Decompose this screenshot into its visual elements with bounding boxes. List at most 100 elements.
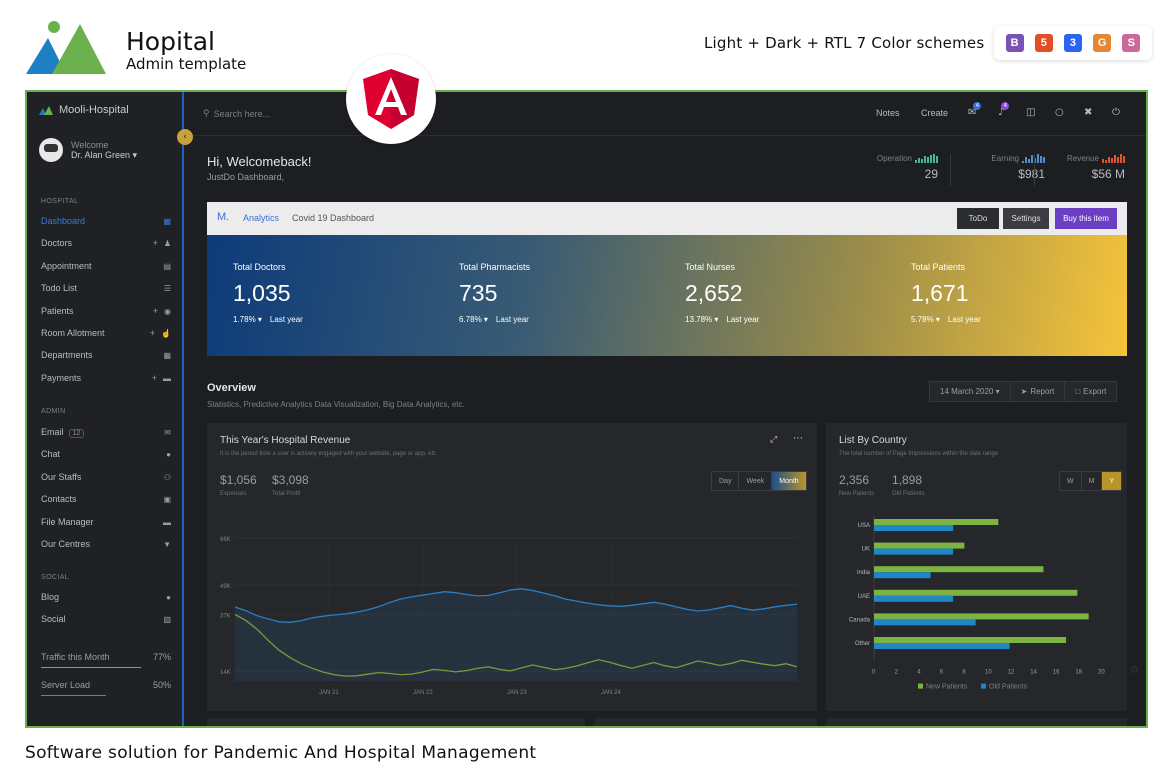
power-icon[interactable]: ⏻ bbox=[1112, 107, 1120, 118]
sidebar-item-text: Chat bbox=[41, 449, 61, 460]
x-tick-label: 8 bbox=[962, 670, 966, 676]
sidebar-item-icons: ▼ bbox=[163, 539, 171, 549]
range-week-button[interactable]: Week bbox=[739, 472, 773, 490]
sidebar-item-text: Payments bbox=[41, 372, 82, 383]
sidebar-item-social[interactable]: Social ▨ bbox=[41, 611, 171, 627]
create-link[interactable]: Create bbox=[921, 108, 949, 118]
kpi-label-row: Revenue bbox=[1067, 154, 1125, 163]
sidebar-item-icons: + ♟ bbox=[153, 238, 171, 248]
user-name[interactable]: Dr. Alan Green ▾ bbox=[71, 149, 138, 160]
sidebar-item-doctors[interactable]: Doctors + ♟ bbox=[41, 235, 171, 251]
sidebar-item-text: Appointment bbox=[41, 260, 92, 271]
sidebar-item-room-allotment[interactable]: Room Allotment + ☝ bbox=[41, 325, 171, 341]
sidebar-item-text: Social bbox=[41, 614, 66, 625]
range-w-button[interactable]: W bbox=[1060, 472, 1082, 490]
sidebar-item-file-manager[interactable]: File Manager ▬ bbox=[41, 514, 171, 530]
sidebar-item-our-staffs[interactable]: Our Staffs ⚇ bbox=[41, 469, 171, 485]
fullscreen-icon[interactable]: ✖ bbox=[1084, 107, 1093, 118]
legend-label: Old Patients bbox=[989, 684, 1028, 691]
y-tick-label: 14K bbox=[220, 670, 231, 676]
sidebar-item-icons: ▨ bbox=[163, 614, 171, 624]
plus-icon[interactable]: + bbox=[152, 238, 158, 249]
users-icon: ⚇ bbox=[163, 472, 171, 482]
css3-icon: 3 bbox=[1063, 34, 1082, 52]
total-change[interactable]: 5.78% ▾ bbox=[911, 315, 940, 324]
total-change-row: 5.78% ▾ Last year bbox=[911, 315, 981, 324]
expand-icon[interactable]: ⤢ bbox=[770, 435, 778, 445]
total-change[interactable]: 1.78% ▾ bbox=[233, 315, 262, 324]
sidebar-item-email[interactable]: Email 12 ✉ bbox=[41, 424, 171, 440]
old-patients-value: 1,898 bbox=[892, 473, 923, 487]
kpi-divider bbox=[1034, 154, 1035, 186]
sidebar-item-text: Our Centres bbox=[41, 539, 91, 549]
spark-bar bbox=[1034, 158, 1036, 163]
spark-bar bbox=[1114, 155, 1116, 163]
revenue-card-title: This Year's Hospital Revenue bbox=[220, 435, 351, 446]
range-m-button[interactable]: M bbox=[1082, 472, 1103, 490]
sidebar-item-label: File Manager bbox=[41, 517, 94, 527]
kpi-earning: Earning $981 bbox=[991, 154, 1045, 181]
total-label: Total Nurses bbox=[685, 262, 736, 272]
sidebar-item-icons: ▦ bbox=[163, 350, 171, 360]
date-picker-button[interactable]: 14 March 2020 ▾ bbox=[930, 382, 1011, 401]
tab-covid-dashboard[interactable]: Covid 19 Dashboard bbox=[292, 213, 375, 223]
x-tick-label: 2 bbox=[895, 670, 899, 676]
buy-item-button[interactable]: Buy this item bbox=[1055, 208, 1117, 229]
spark-bar bbox=[1108, 157, 1110, 163]
sidebar-brand[interactable]: Mooli-Hospital bbox=[39, 104, 129, 116]
globe-icon: ● bbox=[166, 593, 171, 602]
chat-icon: ● bbox=[166, 450, 171, 460]
bell-icon[interactable]: ♪ 4 bbox=[998, 102, 1010, 118]
spark-bar bbox=[927, 157, 929, 163]
range-day-button[interactable]: Day bbox=[712, 472, 740, 490]
tab-analytics[interactable]: Analytics bbox=[243, 213, 280, 223]
sidebar-item-payments[interactable]: Payments + ▬ bbox=[41, 370, 171, 386]
total-change[interactable]: 6.78% ▾ bbox=[459, 315, 488, 324]
mail-icon[interactable]: ✉ 4 bbox=[968, 102, 982, 118]
total-value: 2,652 bbox=[685, 280, 743, 306]
export-button[interactable]: □ Export bbox=[1065, 382, 1116, 401]
chat-bubble-icon[interactable]: ○ bbox=[1055, 107, 1064, 118]
revenue-line-chart: 68K 49K 37K 14K JAN 21 JAN 22 JAN 23 JAN 24 bbox=[220, 537, 798, 696]
translate-icon[interactable]: ◫ bbox=[1026, 107, 1036, 118]
y-tick-label: 49K bbox=[220, 584, 231, 590]
sidebar-item-badge: 12 bbox=[68, 428, 85, 438]
range-month-button[interactable]: Month bbox=[772, 472, 806, 490]
promo-footer-text: Software solution for Pandemic And Hospi… bbox=[25, 743, 537, 763]
range-y-button[interactable]: Y bbox=[1102, 472, 1122, 490]
sidebar-item-blog[interactable]: Blog ● bbox=[41, 589, 171, 605]
sidebar-item-text: Dashboard bbox=[41, 216, 86, 226]
report-button[interactable]: ➤ Report bbox=[1011, 382, 1066, 401]
export-label: Export bbox=[1083, 387, 1107, 396]
section-social: SOCIAL bbox=[41, 574, 70, 581]
sidebar-item-our-centres[interactable]: Our Centres ▼ bbox=[41, 536, 171, 552]
sidebar-item-appointment[interactable]: Appointment ▤ bbox=[41, 258, 171, 274]
sidebar-item-dashboard[interactable]: Dashboard ▦ bbox=[41, 213, 171, 229]
sidebar-user[interactable]: Welcome Dr. Alan Green ▾ bbox=[39, 138, 137, 162]
stat-label: Traffic this Month bbox=[41, 652, 110, 662]
todo-button[interactable]: ToDo bbox=[957, 208, 999, 229]
sidebar-item-label: Room Allotment bbox=[41, 328, 105, 338]
x-tick-label: 14 bbox=[1030, 670, 1037, 676]
section-hospital: HOSPITAL bbox=[41, 198, 79, 205]
total-change[interactable]: 13.78% ▾ bbox=[685, 315, 719, 324]
bar-new-patients bbox=[874, 542, 965, 549]
notes-link[interactable]: Notes bbox=[876, 108, 900, 118]
sidebar-item-chat[interactable]: Chat ● bbox=[41, 446, 171, 462]
sidebar-item-patients[interactable]: Patients + ◉ bbox=[41, 303, 171, 319]
more-icon[interactable]: ⋯ bbox=[793, 433, 803, 444]
plus-icon[interactable]: + bbox=[151, 372, 157, 383]
bar-old-patients bbox=[874, 643, 1010, 649]
sidebar-item-icons: ▣ bbox=[163, 494, 171, 504]
sidebar-item-contacts[interactable]: Contacts ▣ bbox=[41, 491, 171, 507]
theme-settings-gear-icon[interactable]: ⚙ bbox=[1130, 665, 1139, 676]
sidebar-item-departments[interactable]: Departments ▦ bbox=[41, 347, 171, 363]
sidebar-collapse-button[interactable]: ‹ bbox=[177, 129, 193, 145]
revenue-card-subtitle: It is the period time a user is actively… bbox=[220, 451, 437, 457]
sidebar-item-todo-list[interactable]: Todo List ☰ bbox=[41, 280, 171, 296]
search-input[interactable]: ⚲ Search here... bbox=[203, 108, 270, 119]
html5-icon: 5 bbox=[1034, 34, 1053, 52]
settings-button[interactable]: Settings bbox=[1003, 208, 1049, 229]
plus-icon[interactable]: + bbox=[149, 328, 156, 338]
plus-icon[interactable]: + bbox=[152, 305, 159, 316]
